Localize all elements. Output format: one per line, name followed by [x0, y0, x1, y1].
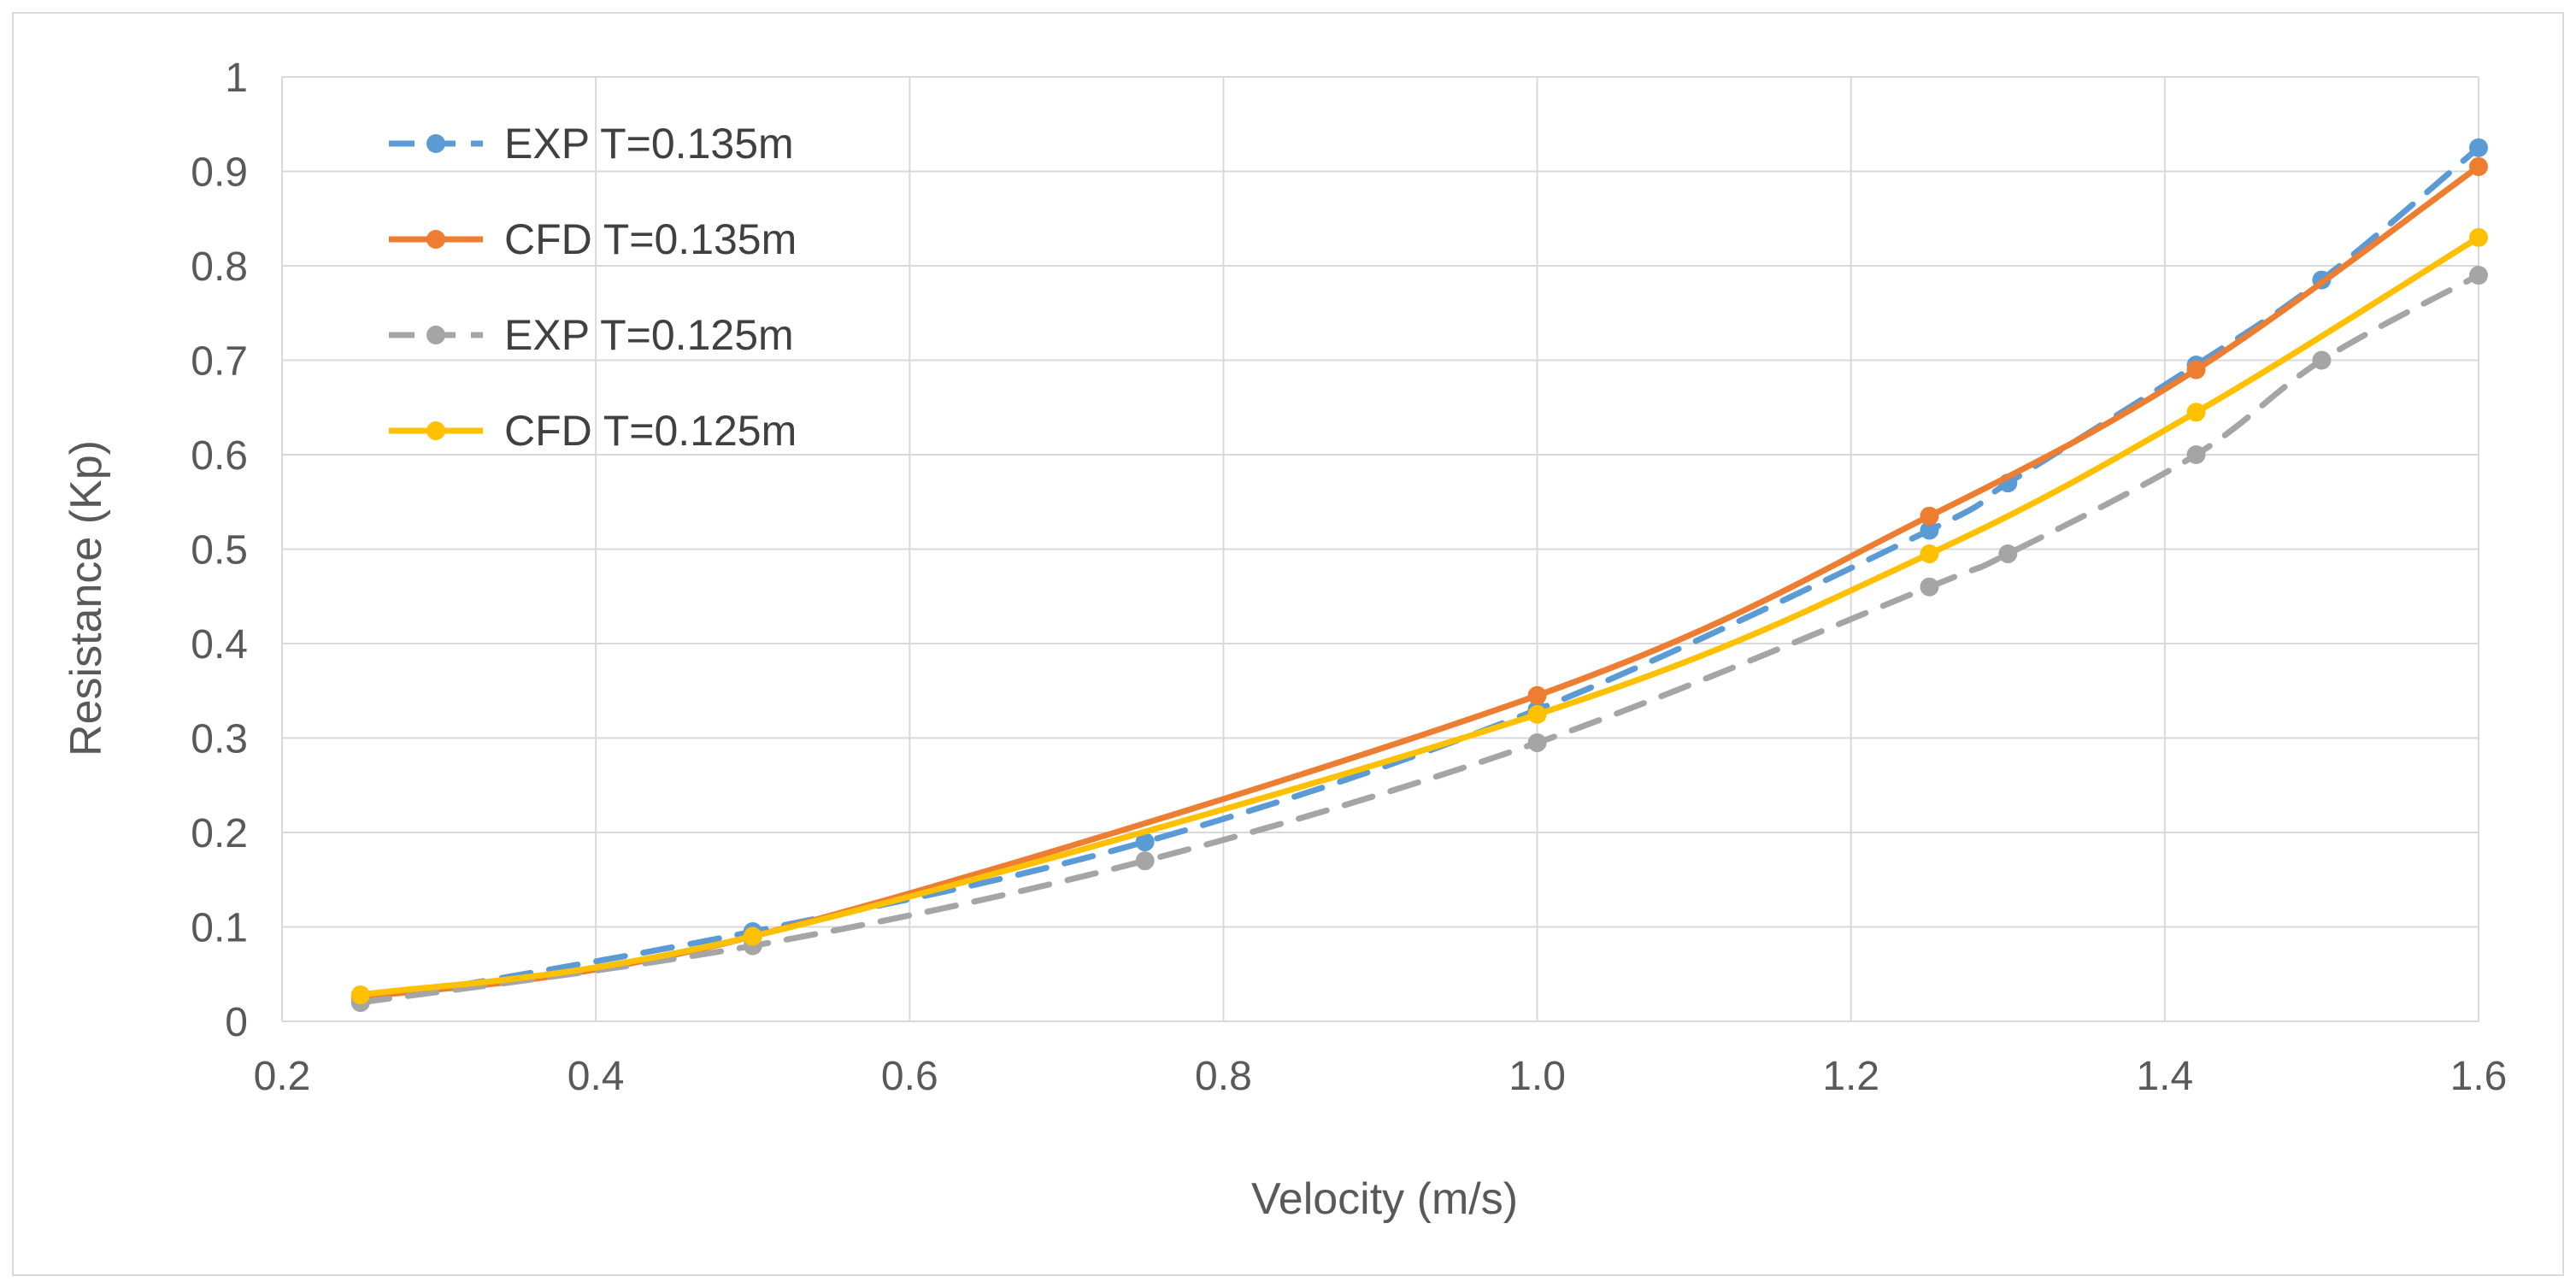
- legend-label: EXP T=0.125m: [504, 311, 794, 359]
- data-point: [1527, 704, 1547, 724]
- x-tick-label: 1.0: [1509, 1054, 1566, 1099]
- x-tick-label: 1.6: [2450, 1054, 2508, 1099]
- series-cfd-t-0-135m: [350, 156, 2488, 1008]
- data-point: [1920, 506, 1939, 526]
- grid-layer: [281, 76, 2479, 1022]
- legend: EXP T=0.135m CFD T=0.135m EXP T=0.125m CFD …: [389, 120, 797, 455]
- x-tick-label: 0.4: [568, 1054, 625, 1099]
- legend-marker: [426, 230, 445, 249]
- data-point: [2186, 445, 2206, 464]
- y-tick-label: 0.7: [191, 339, 248, 385]
- series-exp-t-0-125m: [350, 266, 2488, 1012]
- legend-marker: [426, 326, 445, 344]
- y-tick-label: 0.9: [191, 150, 248, 196]
- legend-item: EXP T=0.125m: [389, 311, 794, 359]
- x-tick-label: 1.4: [2136, 1054, 2193, 1099]
- y-tick-label: 1: [225, 56, 248, 101]
- series-line: [357, 163, 2482, 1001]
- series-exp-t-0-135m: [350, 138, 2488, 1012]
- data-point: [1998, 544, 2018, 564]
- data-point: [2469, 138, 2488, 157]
- legend-item: EXP T=0.135m: [389, 120, 794, 168]
- series-line: [357, 272, 2482, 1006]
- y-tick-label: 0.4: [191, 622, 248, 668]
- data-point: [1920, 544, 1939, 564]
- legend-label: CFD T=0.135m: [504, 215, 797, 263]
- legend-label: CFD T=0.125m: [504, 407, 797, 455]
- data-point: [2469, 266, 2488, 285]
- legend-item: CFD T=0.135m: [389, 215, 797, 263]
- y-axis-title: Resistance (Kp): [62, 440, 111, 756]
- legend-marker: [426, 421, 445, 440]
- legend-marker: [426, 134, 445, 153]
- y-tick-label: 0.5: [191, 528, 248, 573]
- series-line: [357, 144, 2482, 1006]
- data-point: [1920, 577, 1939, 597]
- x-axis-title: Velocity (m/s): [1251, 1174, 1518, 1224]
- y-tick-label: 0.2: [191, 811, 248, 856]
- data-point: [2469, 156, 2488, 176]
- x-tick-label: 0.8: [1195, 1054, 1252, 1099]
- data-point: [1920, 520, 1939, 540]
- tick-layer: 0 0.1 0.2 0.3 0.4 0.5 0.6 0.7 0.8 0.9 1 0.2 0.4 0.6 0.…: [191, 56, 2507, 1099]
- data-point: [1527, 685, 1547, 705]
- data-point: [2312, 350, 2332, 370]
- data-point: [1135, 851, 1155, 871]
- x-tick-label: 0.6: [881, 1054, 938, 1099]
- y-tick-label: 0.8: [191, 244, 248, 290]
- data-point: [2469, 227, 2488, 247]
- y-tick-label: 0.6: [191, 433, 248, 479]
- y-tick-label: 0.3: [191, 717, 248, 762]
- data-point: [350, 985, 370, 1005]
- y-tick-label: 0: [225, 1000, 248, 1045]
- series-cfd-t-0-125m: [350, 227, 2488, 1005]
- legend-item: CFD T=0.125m: [389, 407, 797, 455]
- data-point: [743, 926, 762, 946]
- data-point: [2186, 360, 2206, 379]
- legend-label: EXP T=0.135m: [504, 120, 794, 168]
- data-point: [2186, 403, 2206, 422]
- data-point: [1135, 832, 1155, 852]
- series-layer: [350, 138, 2488, 1012]
- x-tick-label: 1.2: [1822, 1054, 1879, 1099]
- x-tick-label: 0.2: [254, 1054, 311, 1099]
- data-point: [1527, 733, 1547, 753]
- y-tick-label: 0.1: [191, 906, 248, 951]
